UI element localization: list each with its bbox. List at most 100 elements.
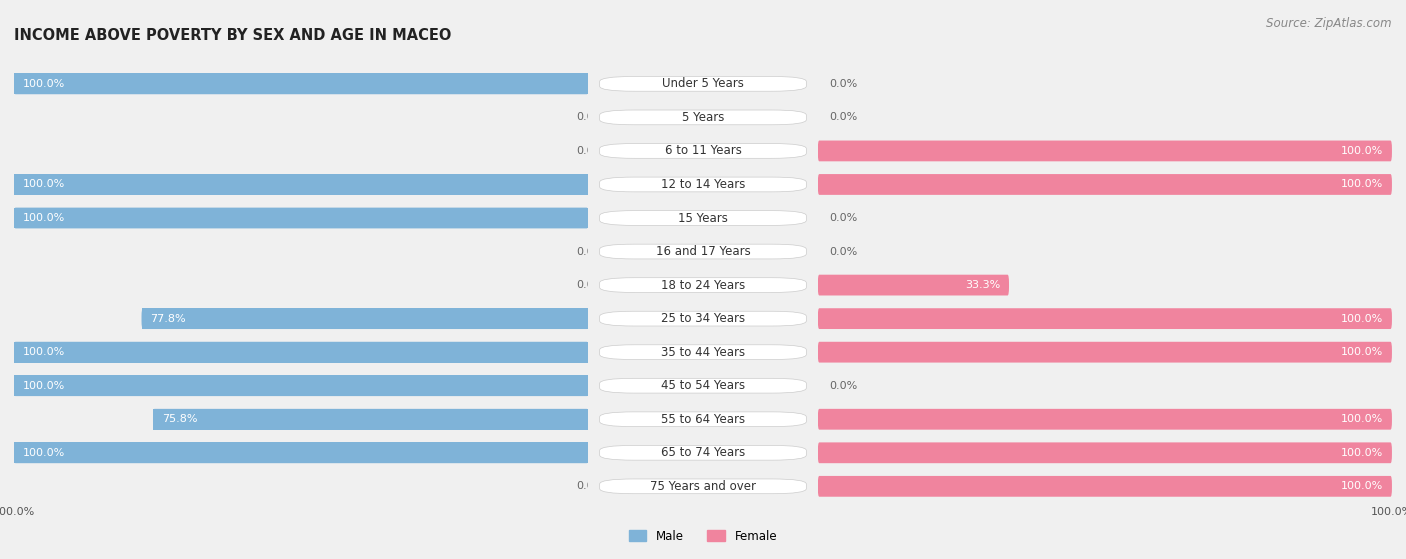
Bar xyxy=(588,436,1406,470)
Bar xyxy=(0,335,818,369)
Bar xyxy=(0,402,588,436)
FancyBboxPatch shape xyxy=(599,244,807,259)
Text: 0.0%: 0.0% xyxy=(830,381,858,391)
Bar xyxy=(14,73,588,94)
Text: 100.0%: 100.0% xyxy=(1341,179,1384,190)
Bar xyxy=(0,302,818,335)
Bar xyxy=(0,134,588,168)
FancyBboxPatch shape xyxy=(818,409,1392,430)
Text: 100.0%: 100.0% xyxy=(22,79,65,89)
Bar xyxy=(0,235,818,268)
FancyBboxPatch shape xyxy=(599,211,807,225)
Bar xyxy=(0,436,588,470)
FancyBboxPatch shape xyxy=(14,207,588,229)
Text: 15 Years: 15 Years xyxy=(678,211,728,225)
Bar xyxy=(0,134,818,168)
Bar xyxy=(14,375,588,396)
FancyBboxPatch shape xyxy=(599,412,807,427)
Bar xyxy=(588,67,1406,101)
Bar xyxy=(0,268,818,302)
Text: 75 Years and over: 75 Years and over xyxy=(650,480,756,493)
Bar xyxy=(588,335,1406,369)
FancyBboxPatch shape xyxy=(818,342,1392,363)
Text: 75.8%: 75.8% xyxy=(162,414,197,424)
Bar xyxy=(588,101,1406,134)
Bar xyxy=(588,402,1406,436)
FancyBboxPatch shape xyxy=(599,177,807,192)
Text: 0.0%: 0.0% xyxy=(576,247,605,257)
Bar xyxy=(588,235,1406,268)
Text: 12 to 14 Years: 12 to 14 Years xyxy=(661,178,745,191)
Bar xyxy=(0,201,588,235)
Bar xyxy=(0,268,588,302)
Text: 100.0%: 100.0% xyxy=(1341,146,1384,156)
FancyBboxPatch shape xyxy=(818,174,1392,195)
Bar xyxy=(588,369,1406,402)
FancyBboxPatch shape xyxy=(599,144,807,158)
Text: 100.0%: 100.0% xyxy=(22,381,65,391)
Text: Source: ZipAtlas.com: Source: ZipAtlas.com xyxy=(1267,17,1392,30)
Text: 0.0%: 0.0% xyxy=(576,280,605,290)
FancyBboxPatch shape xyxy=(14,342,588,363)
FancyBboxPatch shape xyxy=(599,378,807,393)
FancyBboxPatch shape xyxy=(599,278,807,292)
Text: 100.0%: 100.0% xyxy=(1341,448,1384,458)
FancyBboxPatch shape xyxy=(818,140,1392,162)
Text: 35 to 44 Years: 35 to 44 Years xyxy=(661,345,745,359)
Bar xyxy=(588,168,1406,201)
Bar xyxy=(14,207,588,229)
Bar xyxy=(0,201,818,235)
Text: INCOME ABOVE POVERTY BY SEX AND AGE IN MACEO: INCOME ABOVE POVERTY BY SEX AND AGE IN M… xyxy=(14,28,451,43)
Bar xyxy=(0,235,588,268)
Text: 100.0%: 100.0% xyxy=(22,448,65,458)
Text: 16 and 17 Years: 16 and 17 Years xyxy=(655,245,751,258)
Bar xyxy=(0,436,818,470)
Legend: Male, Female: Male, Female xyxy=(624,525,782,547)
FancyBboxPatch shape xyxy=(599,446,807,460)
Bar xyxy=(588,302,1406,335)
Bar xyxy=(142,308,588,329)
Bar xyxy=(0,168,818,201)
FancyBboxPatch shape xyxy=(599,77,807,91)
FancyBboxPatch shape xyxy=(818,476,1392,497)
Text: 5 Years: 5 Years xyxy=(682,111,724,124)
Text: 100.0%: 100.0% xyxy=(22,347,65,357)
FancyBboxPatch shape xyxy=(14,73,588,94)
Bar xyxy=(0,470,818,503)
Text: 0.0%: 0.0% xyxy=(830,247,858,257)
FancyBboxPatch shape xyxy=(818,274,1010,296)
FancyBboxPatch shape xyxy=(142,308,588,329)
Text: 18 to 24 Years: 18 to 24 Years xyxy=(661,278,745,292)
Text: Under 5 Years: Under 5 Years xyxy=(662,77,744,91)
Text: 100.0%: 100.0% xyxy=(1341,414,1384,424)
FancyBboxPatch shape xyxy=(599,311,807,326)
Text: 55 to 64 Years: 55 to 64 Years xyxy=(661,413,745,426)
Bar xyxy=(14,174,588,195)
Bar xyxy=(0,302,588,335)
Text: 0.0%: 0.0% xyxy=(576,112,605,122)
Bar xyxy=(153,409,588,430)
FancyBboxPatch shape xyxy=(14,442,588,463)
Text: 100.0%: 100.0% xyxy=(1341,347,1384,357)
Bar xyxy=(0,101,588,134)
Bar xyxy=(588,268,1406,302)
Bar xyxy=(0,335,588,369)
Text: 25 to 34 Years: 25 to 34 Years xyxy=(661,312,745,325)
Text: 0.0%: 0.0% xyxy=(830,213,858,223)
Bar xyxy=(0,369,818,402)
FancyBboxPatch shape xyxy=(818,308,1392,329)
Text: 100.0%: 100.0% xyxy=(1341,481,1384,491)
FancyBboxPatch shape xyxy=(599,479,807,494)
Text: 0.0%: 0.0% xyxy=(830,79,858,89)
Bar xyxy=(588,470,1406,503)
Text: 0.0%: 0.0% xyxy=(830,112,858,122)
Text: 100.0%: 100.0% xyxy=(22,213,65,223)
Text: 33.3%: 33.3% xyxy=(965,280,1001,290)
FancyBboxPatch shape xyxy=(818,442,1392,463)
Bar xyxy=(0,369,588,402)
Bar xyxy=(14,442,588,463)
Text: 65 to 74 Years: 65 to 74 Years xyxy=(661,446,745,459)
Bar xyxy=(0,101,818,134)
Text: 100.0%: 100.0% xyxy=(22,179,65,190)
Bar xyxy=(0,402,818,436)
